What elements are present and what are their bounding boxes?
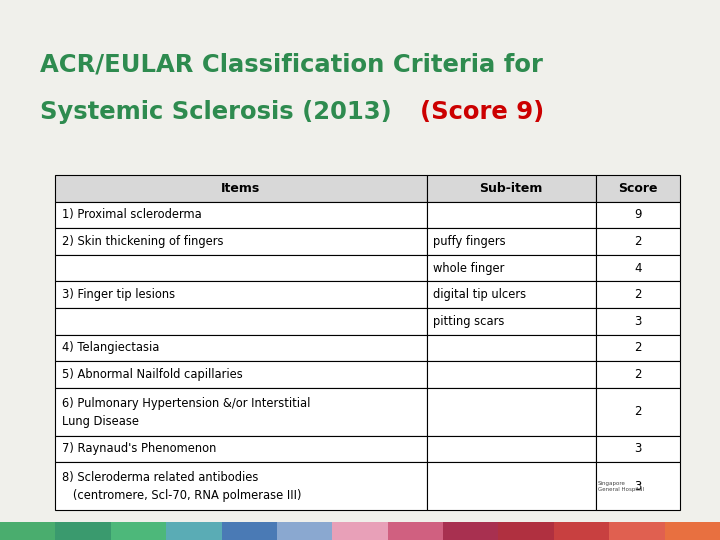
Bar <box>55 462 427 510</box>
Bar <box>0 522 55 540</box>
Text: puffy fingers: puffy fingers <box>433 235 505 248</box>
Bar <box>387 522 443 540</box>
Text: Lung Disease: Lung Disease <box>62 415 139 428</box>
Text: (centromere, Scl-70, RNA polmerase III): (centromere, Scl-70, RNA polmerase III) <box>62 489 302 502</box>
Bar <box>595 255 680 281</box>
Text: pitting scars: pitting scars <box>433 315 504 328</box>
Text: 2: 2 <box>634 235 642 248</box>
Bar <box>554 522 609 540</box>
Text: 2: 2 <box>634 288 642 301</box>
Bar <box>595 175 680 201</box>
Text: digital tip ulcers: digital tip ulcers <box>433 288 526 301</box>
Bar <box>595 462 680 510</box>
Text: 1) Proximal scleroderma: 1) Proximal scleroderma <box>62 208 202 221</box>
Bar <box>427 436 595 462</box>
Bar <box>427 308 595 334</box>
Bar <box>427 255 595 281</box>
Text: 4) Telangiectasia: 4) Telangiectasia <box>62 341 159 354</box>
Text: ACR/EULAR Classification Criteria for: ACR/EULAR Classification Criteria for <box>40 53 543 77</box>
Bar <box>55 228 427 255</box>
Text: 2) Skin thickening of fingers: 2) Skin thickening of fingers <box>62 235 223 248</box>
Text: 2: 2 <box>634 368 642 381</box>
Text: Systemic Sclerosis (2013): Systemic Sclerosis (2013) <box>40 100 392 124</box>
Bar <box>595 201 680 228</box>
Bar <box>427 334 595 361</box>
Text: 3: 3 <box>634 442 642 455</box>
Text: 9: 9 <box>634 208 642 221</box>
Bar <box>427 462 595 510</box>
Bar <box>55 388 427 436</box>
Bar <box>55 255 427 281</box>
Bar <box>55 334 427 361</box>
Text: 3) Finger tip lesions: 3) Finger tip lesions <box>62 288 175 301</box>
Bar <box>427 228 595 255</box>
Text: whole finger: whole finger <box>433 261 504 274</box>
Bar <box>595 334 680 361</box>
Bar <box>111 522 166 540</box>
Text: 7) Raynaud's Phenomenon: 7) Raynaud's Phenomenon <box>62 442 217 455</box>
Bar <box>277 522 333 540</box>
Bar <box>609 522 665 540</box>
Text: 8) Scleroderma related antibodies: 8) Scleroderma related antibodies <box>62 471 258 484</box>
Bar <box>443 522 498 540</box>
Bar <box>595 361 680 388</box>
Text: Sub-item: Sub-item <box>480 182 543 195</box>
Bar <box>427 201 595 228</box>
Bar <box>55 436 427 462</box>
Text: (Score 9): (Score 9) <box>420 100 544 124</box>
Bar <box>665 522 720 540</box>
Bar <box>333 522 387 540</box>
Bar <box>166 522 222 540</box>
Bar <box>595 308 680 334</box>
Text: 4: 4 <box>634 261 642 274</box>
Bar <box>55 201 427 228</box>
Bar <box>595 436 680 462</box>
Text: 3: 3 <box>634 315 642 328</box>
Bar <box>427 361 595 388</box>
Text: Items: Items <box>221 182 261 195</box>
Bar <box>55 281 427 308</box>
Bar <box>595 388 680 436</box>
Text: 6) Pulmonary Hypertension &/or Interstitial: 6) Pulmonary Hypertension &/or Interstit… <box>62 397 310 410</box>
Text: 2: 2 <box>634 341 642 354</box>
Bar <box>427 175 595 201</box>
Bar <box>55 175 427 201</box>
Bar <box>427 388 595 436</box>
Bar <box>427 281 595 308</box>
Bar <box>595 281 680 308</box>
Bar <box>55 308 427 334</box>
Text: 2: 2 <box>634 405 642 418</box>
Text: Singapore
General Hospital: Singapore General Hospital <box>598 481 644 492</box>
Bar <box>222 522 277 540</box>
Text: Score: Score <box>618 182 657 195</box>
Bar <box>595 228 680 255</box>
Bar <box>55 361 427 388</box>
Bar <box>498 522 554 540</box>
Bar <box>55 522 111 540</box>
Text: 5) Abnormal Nailfold capillaries: 5) Abnormal Nailfold capillaries <box>62 368 243 381</box>
Text: 3: 3 <box>634 480 642 492</box>
